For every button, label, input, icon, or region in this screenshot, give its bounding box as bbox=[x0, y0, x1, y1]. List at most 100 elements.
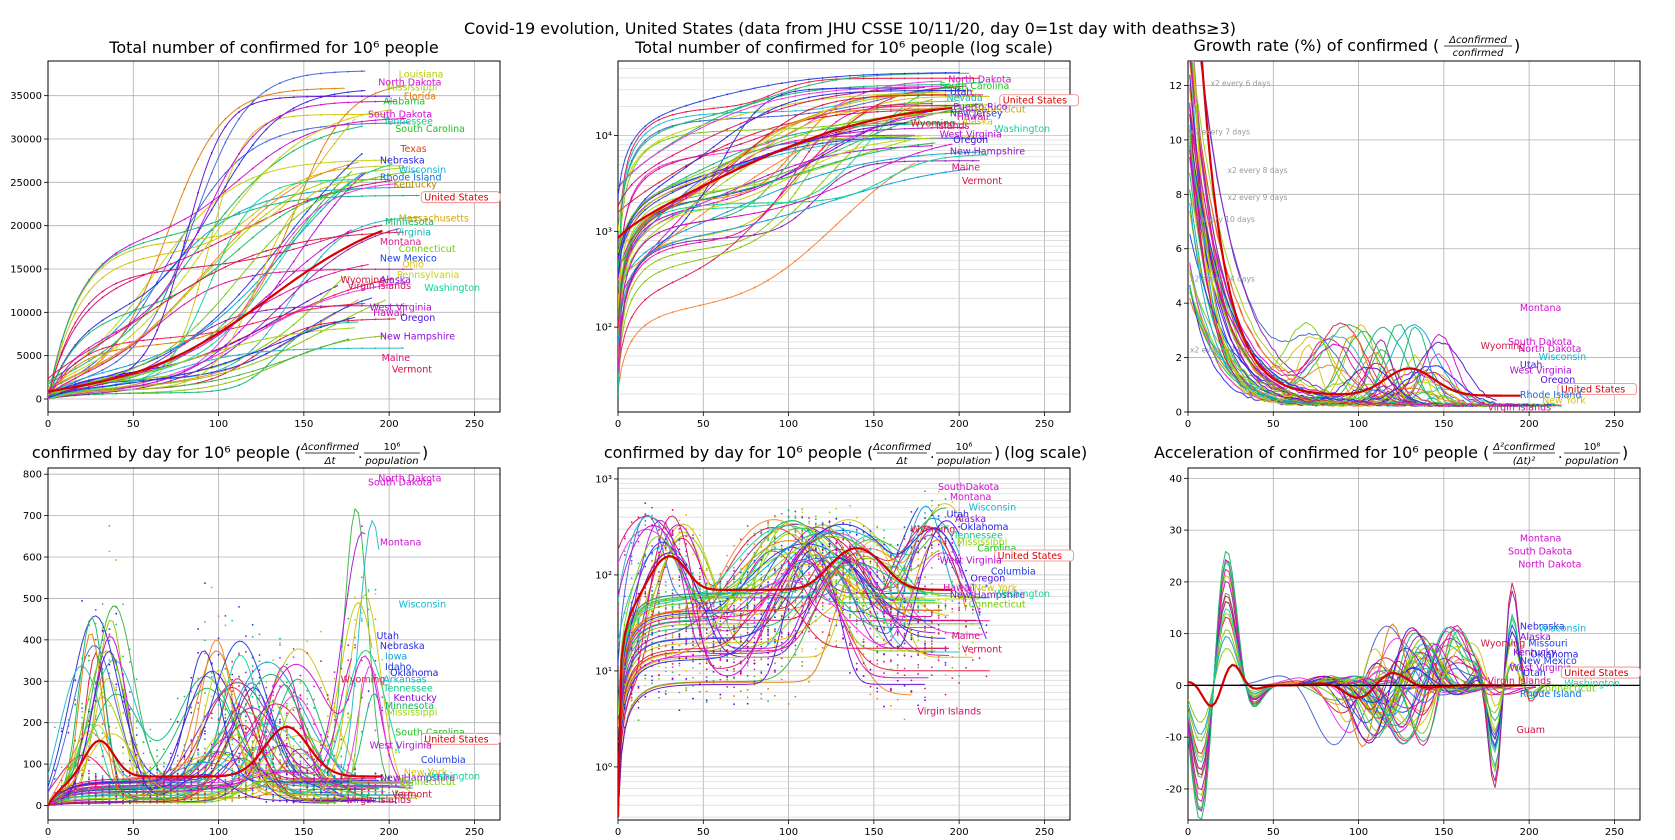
raw-point bbox=[401, 117, 404, 120]
raw-point bbox=[128, 341, 131, 344]
raw-point bbox=[272, 796, 275, 799]
raw-point bbox=[780, 97, 783, 100]
raw-point bbox=[115, 316, 118, 319]
raw-point bbox=[917, 81, 920, 84]
raw-point bbox=[60, 378, 63, 381]
raw-point bbox=[903, 140, 906, 143]
raw-point bbox=[712, 162, 715, 165]
raw-point bbox=[306, 207, 309, 210]
raw-point bbox=[917, 77, 920, 80]
raw-point bbox=[122, 762, 124, 765]
raw-point bbox=[156, 238, 159, 240]
raw-point bbox=[658, 251, 660, 254]
raw-point bbox=[698, 239, 701, 241]
raw-point bbox=[739, 292, 742, 295]
raw-point bbox=[347, 319, 350, 322]
raw-point bbox=[238, 685, 240, 687]
raw-point bbox=[204, 792, 206, 795]
raw-point bbox=[265, 261, 268, 264]
raw-point bbox=[644, 251, 647, 254]
raw-point bbox=[671, 118, 674, 121]
raw-point bbox=[224, 141, 227, 144]
raw-point bbox=[671, 226, 674, 229]
raw-point bbox=[197, 759, 199, 762]
raw-point bbox=[780, 195, 783, 198]
raw-point bbox=[780, 140, 783, 143]
state-label: West Virginia bbox=[940, 129, 1002, 140]
raw-point bbox=[197, 266, 199, 268]
raw-point bbox=[794, 141, 797, 144]
raw-point bbox=[890, 122, 892, 124]
y-tick-label: 10⁴ bbox=[595, 131, 612, 142]
raw-point bbox=[753, 112, 756, 114]
raw-point bbox=[238, 118, 240, 120]
raw-point bbox=[903, 89, 906, 92]
raw-point bbox=[224, 361, 227, 364]
raw-point bbox=[644, 298, 647, 301]
raw-point bbox=[658, 130, 660, 132]
raw-point bbox=[401, 121, 404, 124]
raw-point bbox=[388, 778, 391, 781]
state-label: Alabama bbox=[383, 96, 425, 107]
raw-point bbox=[210, 326, 213, 329]
raw-point bbox=[251, 670, 254, 672]
raw-point bbox=[739, 225, 742, 228]
raw-point bbox=[780, 115, 783, 117]
raw-point bbox=[685, 228, 688, 231]
raw-point bbox=[251, 213, 254, 216]
x-tick-label: 200 bbox=[380, 827, 399, 838]
state-label: Montana bbox=[380, 237, 421, 248]
raw-point bbox=[197, 382, 199, 385]
raw-point bbox=[739, 235, 742, 238]
raw-point bbox=[347, 189, 350, 192]
raw-point bbox=[658, 141, 660, 144]
raw-point bbox=[958, 159, 961, 162]
raw-point bbox=[347, 195, 350, 198]
raw-point bbox=[156, 380, 159, 383]
raw-point bbox=[272, 685, 275, 688]
raw-point bbox=[292, 207, 295, 210]
raw-point bbox=[251, 686, 254, 689]
raw-point bbox=[671, 184, 674, 187]
x-tick-label: 150 bbox=[294, 419, 313, 430]
state-label: West Virginia bbox=[1510, 366, 1572, 377]
raw-point bbox=[821, 111, 824, 113]
raw-point bbox=[292, 242, 295, 245]
raw-point bbox=[224, 218, 227, 221]
raw-point bbox=[712, 96, 715, 99]
raw-point bbox=[658, 231, 660, 234]
raw-point bbox=[917, 108, 920, 110]
raw-point bbox=[101, 355, 104, 358]
raw-point bbox=[306, 128, 309, 130]
raw-point bbox=[971, 135, 974, 138]
raw-point bbox=[726, 203, 729, 205]
raw-point bbox=[374, 659, 377, 662]
raw-point bbox=[808, 170, 810, 173]
raw-point bbox=[835, 75, 838, 78]
raw-point bbox=[347, 70, 350, 73]
raw-point bbox=[890, 100, 892, 103]
raw-point bbox=[279, 319, 281, 322]
raw-point bbox=[251, 373, 254, 376]
raw-point bbox=[794, 171, 797, 173]
state-label: Minnesota bbox=[385, 217, 434, 228]
y-tick-label: 0 bbox=[36, 395, 42, 406]
raw-point bbox=[224, 388, 227, 391]
x-tick-label: 50 bbox=[127, 419, 140, 430]
raw-point bbox=[726, 161, 729, 164]
raw-point bbox=[780, 175, 783, 178]
raw-point bbox=[115, 368, 118, 370]
raw-point bbox=[251, 311, 254, 314]
raw-point bbox=[163, 761, 165, 764]
raw-point bbox=[115, 340, 118, 343]
raw-point bbox=[849, 170, 851, 173]
raw-point bbox=[258, 654, 261, 656]
raw-point bbox=[808, 248, 810, 251]
raw-point bbox=[753, 202, 756, 205]
raw-point bbox=[644, 175, 647, 178]
state-label: Maine bbox=[382, 353, 411, 364]
raw-point bbox=[671, 217, 674, 220]
raw-point bbox=[671, 154, 674, 157]
raw-point bbox=[917, 115, 920, 118]
